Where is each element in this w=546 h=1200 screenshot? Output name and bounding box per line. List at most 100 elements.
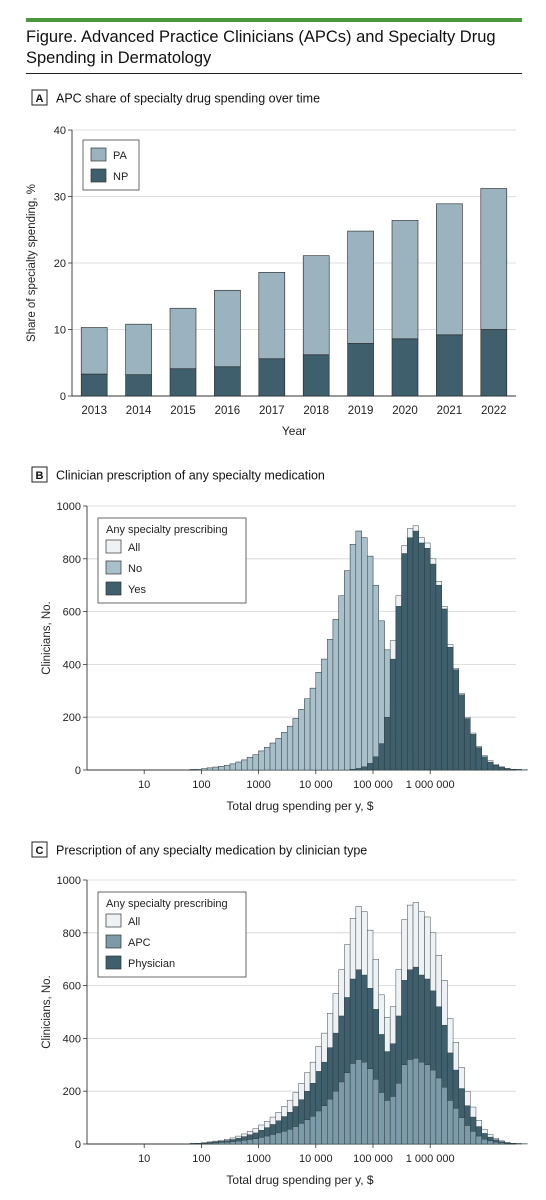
bar-pa	[214, 289, 241, 368]
bin-apc	[475, 1135, 482, 1145]
x-tick-label: 10	[138, 1153, 150, 1165]
bin-apc	[281, 1131, 288, 1145]
y-axis-label: Clinicians, No.	[41, 601, 53, 675]
bin-no	[201, 768, 208, 771]
bin-no	[315, 672, 322, 771]
bin-no	[361, 537, 368, 771]
bar-np	[169, 368, 197, 397]
bin-apc	[395, 1083, 402, 1145]
y-axis-label: Share of specialty spending, %	[26, 184, 38, 342]
bin-no	[269, 742, 276, 771]
y-tick-label: 800	[63, 554, 81, 566]
y-tick-label: 400	[63, 659, 81, 671]
bin-yes	[389, 658, 397, 771]
bin-apc	[212, 1142, 219, 1145]
bar-pa	[169, 307, 197, 370]
bar-pa	[302, 255, 330, 356]
bin-no	[292, 718, 299, 771]
bar-np	[258, 358, 286, 397]
bin-apc	[258, 1137, 265, 1145]
legend-swatch	[105, 934, 122, 949]
bar-np	[214, 366, 241, 397]
bin-yes	[412, 530, 419, 771]
bin-apc	[218, 1142, 225, 1145]
bin-apc	[206, 1142, 214, 1145]
bin-apc	[464, 1125, 471, 1145]
bin-apc	[435, 1077, 442, 1145]
bin-no	[281, 732, 288, 771]
bin-yes	[372, 756, 379, 771]
x-tick-label: 1 000 000	[406, 1153, 455, 1165]
bin-yes	[510, 768, 517, 771]
bin-apc	[429, 1069, 437, 1145]
bin-yes	[361, 766, 368, 771]
bin-no	[264, 747, 271, 771]
bin-yes	[492, 765, 500, 771]
bin-apc	[412, 1057, 419, 1145]
bar-pa	[347, 230, 374, 344]
bar-pa	[436, 203, 463, 336]
bin-apc	[498, 1142, 505, 1145]
x-tick-label: 2017	[259, 405, 285, 417]
bin-apc	[481, 1139, 488, 1145]
bin-apc	[304, 1119, 311, 1145]
bar-pa	[80, 327, 108, 375]
bin-no	[229, 763, 236, 771]
y-tick-label: 800	[63, 928, 81, 940]
legend-entry: Yes	[128, 584, 146, 596]
bin-no	[338, 595, 345, 771]
legend-box	[97, 517, 247, 604]
bin-apc	[275, 1132, 282, 1145]
legend-swatch	[105, 560, 122, 575]
bin-no	[246, 757, 254, 771]
bin-no	[212, 766, 219, 771]
bar-np	[436, 334, 463, 397]
x-tick-label: 2021	[437, 405, 463, 417]
legend-swatch	[105, 581, 122, 596]
panel-title: Clinician prescription of any specialty …	[56, 469, 325, 483]
bin-yes	[464, 718, 471, 771]
bar-pa	[258, 272, 286, 360]
bar-pa	[125, 323, 152, 376]
bin-no	[275, 738, 282, 771]
bin-apc	[407, 1059, 414, 1145]
panel-letter-box	[31, 466, 48, 483]
bin-yes	[418, 542, 425, 771]
bin-apc	[286, 1128, 294, 1145]
x-tick-label: 2022	[481, 405, 507, 417]
bin-no	[372, 584, 379, 771]
y-tick-label: 40	[54, 125, 66, 137]
legend-entry: All	[128, 916, 140, 928]
panel-letter: A	[36, 93, 44, 105]
bin-yes	[515, 769, 522, 771]
legend-swatch	[105, 539, 122, 554]
legend-title: Any specialty prescribing	[106, 898, 228, 910]
bin-apc	[504, 1143, 511, 1145]
bin-apc	[235, 1140, 242, 1145]
y-tick-label: 10	[54, 325, 66, 337]
bin-no	[355, 530, 362, 771]
x-tick-label: 100	[192, 779, 210, 791]
bar-np	[125, 374, 152, 397]
bin-apc	[338, 1081, 345, 1145]
x-tick-label: 10 000	[299, 1153, 333, 1165]
legend-box	[97, 891, 247, 978]
bar-np	[391, 338, 419, 397]
x-tick-label: 2013	[81, 405, 107, 417]
bin-no	[218, 766, 225, 771]
x-tick-label: 2020	[392, 405, 418, 417]
x-tick-label: 1000	[246, 779, 270, 791]
y-tick-label: 1000	[57, 875, 81, 887]
bar-pa	[480, 188, 508, 330]
bin-apc	[441, 1087, 448, 1145]
bar-pa	[391, 220, 419, 340]
bin-no	[344, 570, 351, 771]
bin-no	[206, 767, 214, 771]
legend-swatch	[105, 913, 122, 928]
bin-no	[241, 759, 248, 771]
x-tick-label: 2015	[170, 405, 196, 417]
x-tick-label: 2014	[126, 405, 152, 417]
x-tick-label: 100 000	[353, 1153, 393, 1165]
bin-no	[367, 555, 374, 771]
bin-yes	[487, 761, 494, 771]
